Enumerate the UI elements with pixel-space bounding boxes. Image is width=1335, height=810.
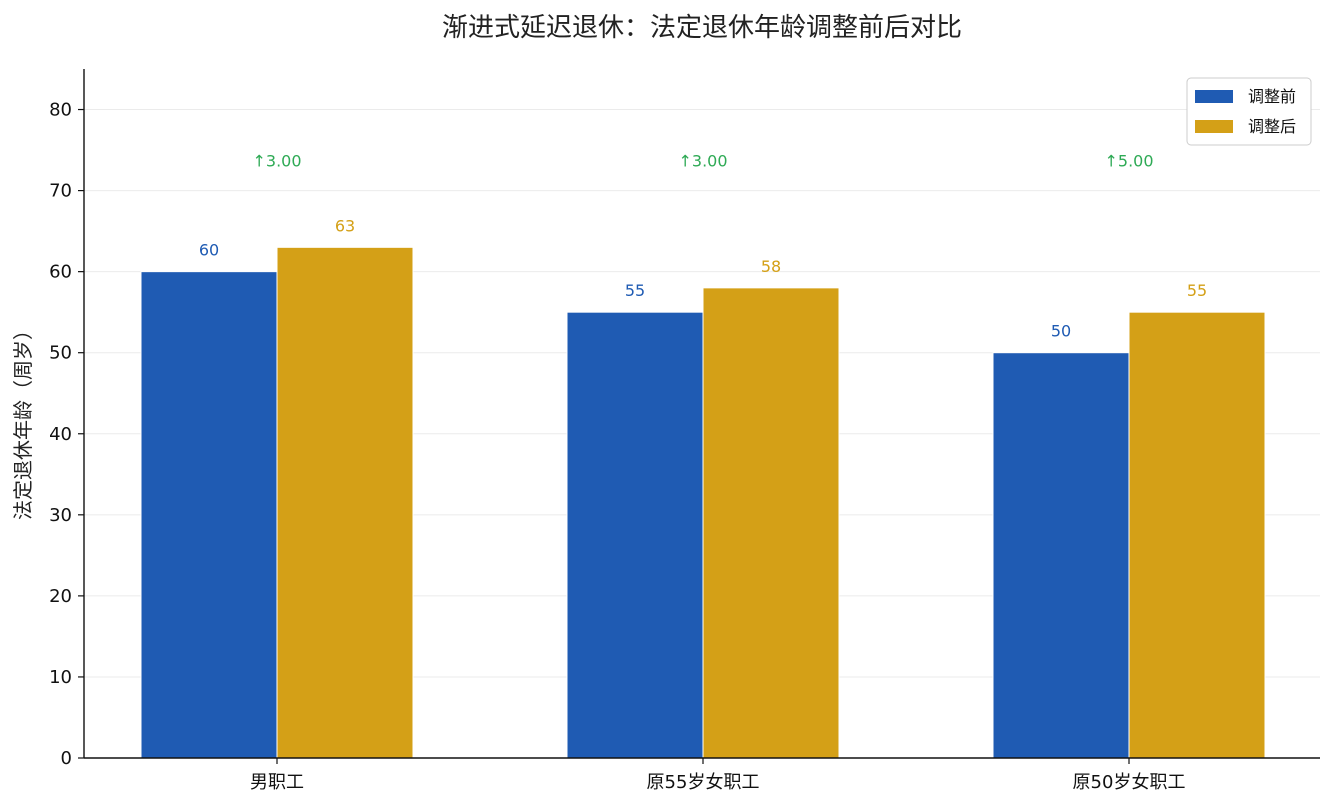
bar-before	[140, 271, 278, 759]
bar-value-label: 55	[625, 281, 645, 300]
bars	[140, 246, 1266, 759]
difference-label: ↑3.00	[252, 151, 301, 170]
y-tick-label: 30	[49, 505, 72, 526]
difference-label: ↑5.00	[1104, 151, 1153, 170]
bar-value-label: 50	[1051, 322, 1071, 341]
chart-title: 渐进式延迟退休：法定退休年龄调整前后对比	[442, 13, 962, 43]
x-tick-label: 男职工	[250, 772, 304, 793]
y-tick-label: 60	[49, 262, 72, 283]
ticks: 0 10 20 30 40 50 60 70 80 男职工 原55岁女职工 原50岁女职工	[49, 100, 1185, 793]
y-tick-label: 20	[49, 586, 72, 607]
y-tick-label: 40	[49, 424, 72, 445]
y-tick-label: 70	[49, 181, 72, 202]
y-axis-title: 法定退休年龄（周岁）	[11, 320, 35, 520]
bar-after	[702, 287, 840, 759]
x-tick-label: 原55岁女职工	[647, 772, 760, 793]
legend-swatch-before	[1195, 90, 1233, 103]
bar-value-label: 58	[761, 257, 781, 276]
bar-before	[992, 352, 1130, 759]
bar-after	[1128, 311, 1266, 759]
bar-value-label: 63	[335, 216, 355, 235]
legend-label-after: 调整后	[1248, 117, 1296, 136]
difference-label: ↑3.00	[678, 151, 727, 170]
bar-value-label: 55	[1187, 281, 1207, 300]
y-tick-label: 0	[61, 748, 72, 769]
y-tick-label: 80	[49, 100, 72, 121]
x-tick-label: 原50岁女职工	[1073, 772, 1186, 793]
legend: 调整前 调整后	[1186, 77, 1312, 146]
difference-labels: ↑3.00 ↑3.00 ↑5.00	[252, 151, 1153, 170]
bar-after	[276, 246, 414, 759]
y-tick-label: 10	[49, 667, 72, 688]
bar-value-label: 60	[199, 241, 219, 260]
legend-swatch-after	[1195, 120, 1233, 133]
legend-label-before: 调整前	[1248, 87, 1296, 106]
bar-before	[566, 311, 704, 759]
axes	[83, 69, 1320, 759]
value-labels: 60 55 50 63 58 55	[199, 216, 1207, 340]
y-tick-label: 50	[49, 343, 72, 364]
